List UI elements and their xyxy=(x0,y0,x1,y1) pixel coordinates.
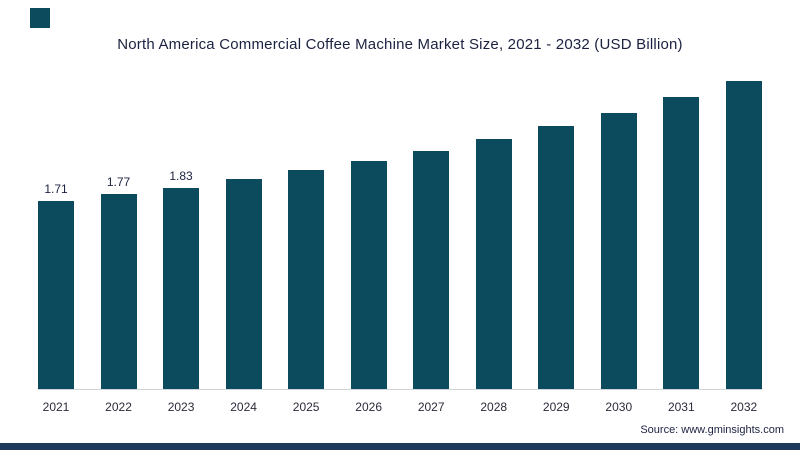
bar-column: 1.77 xyxy=(100,60,137,389)
bar xyxy=(538,126,575,389)
x-axis-tick-label: 2023 xyxy=(167,400,195,414)
x-axis-tick-label: 2024 xyxy=(230,400,257,414)
bar xyxy=(475,139,512,389)
source-attribution: Source: www.gminsights.com xyxy=(640,424,784,436)
x-axis-tick-label: 2026 xyxy=(355,400,382,414)
bar xyxy=(38,201,74,389)
logo-mark xyxy=(30,8,50,28)
x-axis-tick-label: 2028 xyxy=(480,400,508,414)
bar-column xyxy=(350,60,387,389)
x-axis-tick-label: 2031 xyxy=(667,400,695,414)
bar xyxy=(663,97,700,389)
chart-title: North America Commercial Coffee Machine … xyxy=(117,36,683,53)
bar-column xyxy=(413,60,450,389)
x-axis-tick-label: 2027 xyxy=(417,400,445,414)
bar xyxy=(350,161,387,389)
bar-column xyxy=(225,60,262,389)
x-axis-tick-label: 2022 xyxy=(105,400,132,414)
bars-row: 1.71 1.77 1.83 xyxy=(38,60,762,390)
bar-column xyxy=(288,60,325,389)
bar-column xyxy=(600,60,637,389)
x-axis-tick-label: 2025 xyxy=(292,400,320,414)
bar-column xyxy=(725,60,762,389)
bar-column xyxy=(475,60,512,389)
bar xyxy=(100,194,137,389)
bar-value-label: 1.71 xyxy=(44,182,68,196)
bar-column xyxy=(538,60,575,389)
x-axis-tick-label: 2021 xyxy=(42,400,70,414)
x-axis-labels: 2021 2022 2023 2024 2025 2026 2027 2028 2029 2030… xyxy=(38,394,762,420)
footer-bar xyxy=(0,443,800,450)
bar-value-label: 1.83 xyxy=(169,169,193,183)
bar xyxy=(600,113,637,389)
bar xyxy=(225,179,262,389)
bar xyxy=(413,151,450,389)
bar-value-label: 1.77 xyxy=(106,175,131,189)
x-axis-tick-label: 2029 xyxy=(542,400,570,414)
bar-column xyxy=(663,60,700,389)
plot-area: 1.71 1.77 1.83 2021 2022 2023 2024 2025 2026 202… xyxy=(38,60,762,420)
bar-column: 1.71 xyxy=(38,60,74,389)
bar xyxy=(288,170,325,389)
bar xyxy=(163,188,200,389)
x-axis-tick-label: 2030 xyxy=(605,400,633,414)
x-axis-tick-label: 2032 xyxy=(730,400,758,414)
bar xyxy=(725,81,762,389)
bar-column: 1.83 xyxy=(163,60,200,389)
